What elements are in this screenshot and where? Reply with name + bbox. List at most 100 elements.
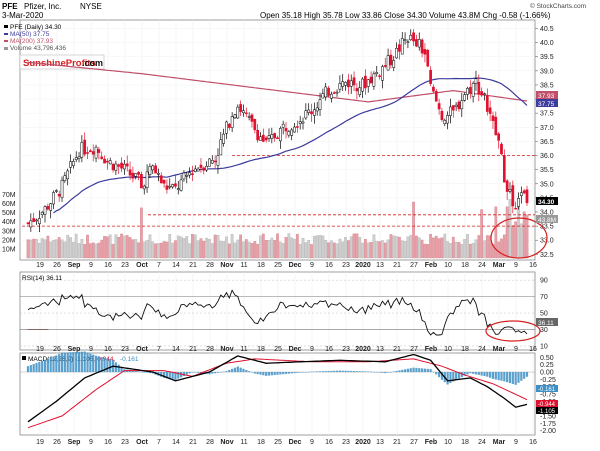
macd-histogram-bar bbox=[63, 352, 66, 373]
candle-body bbox=[434, 91, 438, 102]
candle-body bbox=[106, 160, 109, 163]
candle-body bbox=[188, 172, 191, 176]
macd-histogram-bar bbox=[466, 372, 469, 375]
candle-body bbox=[86, 152, 89, 154]
candle-body bbox=[74, 157, 78, 161]
volume-bar bbox=[125, 235, 129, 259]
volume-bar bbox=[372, 234, 376, 259]
candle-body bbox=[219, 139, 223, 156]
volume-bar bbox=[120, 233, 123, 259]
macd-histogram-bar bbox=[174, 372, 177, 380]
header-copyright: © StockCharts.com bbox=[530, 2, 586, 10]
volume-bar bbox=[159, 242, 163, 259]
x-tick-label: Feb bbox=[425, 439, 437, 446]
candle-body bbox=[250, 114, 254, 122]
candle-body bbox=[403, 39, 407, 41]
volume-bar bbox=[468, 243, 472, 259]
volume-bar bbox=[148, 234, 152, 259]
volume-bar bbox=[278, 241, 282, 259]
macd-histogram-bar bbox=[386, 372, 390, 373]
volume-bar bbox=[174, 240, 177, 259]
volume-bar bbox=[273, 240, 277, 259]
volume-bar bbox=[66, 234, 70, 259]
candle-body bbox=[415, 39, 418, 47]
x-tick-label: Mar bbox=[493, 346, 506, 353]
candle-body bbox=[196, 168, 200, 172]
volume-bar bbox=[355, 233, 359, 259]
macd-histogram-bar bbox=[463, 372, 466, 376]
volume-bar bbox=[171, 242, 174, 259]
macd-histogram-bar bbox=[299, 372, 302, 373]
x-tick-label: 28 bbox=[206, 439, 214, 446]
macd-histogram-bar bbox=[32, 364, 35, 373]
price-legend: PFE (Daily) 34.30 MA(50) 37.75 MA(200) 3… bbox=[4, 24, 66, 52]
x-tick-label: 24 bbox=[478, 346, 486, 353]
candle-body bbox=[267, 135, 271, 139]
candle-body bbox=[26, 222, 30, 225]
x-tick-label: Oct bbox=[136, 262, 148, 269]
x-tick-label: 23 bbox=[342, 439, 350, 446]
candle-body bbox=[287, 131, 291, 136]
candle-body bbox=[451, 105, 455, 111]
volume-bar bbox=[378, 241, 381, 259]
candle-body bbox=[400, 38, 404, 55]
candle-body bbox=[494, 116, 498, 136]
candle-body bbox=[321, 93, 325, 99]
macd-histogram-bar bbox=[233, 367, 237, 373]
volume-bar bbox=[154, 243, 157, 259]
macd-histogram-bar bbox=[66, 352, 69, 373]
volume-bar bbox=[77, 243, 81, 259]
rsi-tick-label: 90 bbox=[540, 278, 548, 285]
macd-histogram-bar bbox=[364, 371, 367, 373]
macd-histogram-bar bbox=[97, 356, 100, 373]
candle-body bbox=[389, 54, 393, 66]
macd-histogram-bar bbox=[43, 359, 47, 373]
volume-bar bbox=[293, 238, 296, 259]
x-tick-label: 9 bbox=[310, 439, 314, 446]
macd-histogram-bar bbox=[236, 366, 239, 373]
volume-bars bbox=[26, 199, 529, 259]
volume-bar bbox=[242, 241, 245, 259]
candle-body bbox=[256, 130, 260, 141]
macd-histogram-bar bbox=[276, 372, 279, 375]
macd-histogram-bar bbox=[208, 372, 211, 375]
candle-body bbox=[137, 172, 140, 175]
volume-bar bbox=[440, 237, 444, 259]
macd-histogram-bar bbox=[29, 365, 32, 373]
x-tick-label: 28 bbox=[206, 346, 214, 353]
x-tick-label: 19 bbox=[36, 439, 44, 446]
macd-histogram-bar bbox=[472, 372, 475, 374]
volume-bar bbox=[142, 241, 146, 259]
macd-histogram-bar bbox=[477, 372, 480, 375]
volume-bar bbox=[43, 239, 47, 259]
candle-body bbox=[154, 165, 157, 174]
candle-body bbox=[142, 185, 146, 190]
macd-axis: 0.500.250.00-0.25-0.50-0.75-1.00-1.25-1.… bbox=[20, 355, 556, 435]
header-company: Pfizer, Inc. bbox=[24, 2, 61, 11]
macd-histogram-bar bbox=[452, 372, 455, 382]
highlight-ellipse-price bbox=[490, 217, 548, 259]
volume-bar bbox=[188, 243, 191, 259]
volume-bar bbox=[49, 241, 53, 259]
candle-body bbox=[52, 192, 55, 205]
rsi-legend: RSI(14) 36.11 bbox=[22, 275, 62, 282]
volume-bar bbox=[466, 234, 469, 259]
macd-histogram-bar bbox=[109, 359, 112, 373]
volume-bar bbox=[236, 239, 240, 259]
x-tick-label: 9 bbox=[514, 439, 518, 446]
macd-tick-label: -1.50 bbox=[540, 413, 556, 420]
candle-body bbox=[471, 83, 475, 97]
macd-histogram-bar bbox=[435, 372, 438, 375]
volume-bar bbox=[35, 238, 38, 259]
candle-body bbox=[466, 88, 469, 95]
volume-bar bbox=[505, 206, 509, 259]
macd-main-label: -1.105 bbox=[538, 409, 556, 415]
macd-tick-label: 0.50 bbox=[540, 355, 554, 362]
volume-bar bbox=[111, 243, 115, 259]
x-tick-label: 24 bbox=[478, 439, 486, 446]
candle-body bbox=[29, 220, 33, 228]
macd-histogram-bar bbox=[185, 372, 188, 375]
candle-body bbox=[83, 139, 87, 155]
x-tick-label: 16 bbox=[104, 262, 112, 269]
candle-body bbox=[185, 175, 189, 177]
